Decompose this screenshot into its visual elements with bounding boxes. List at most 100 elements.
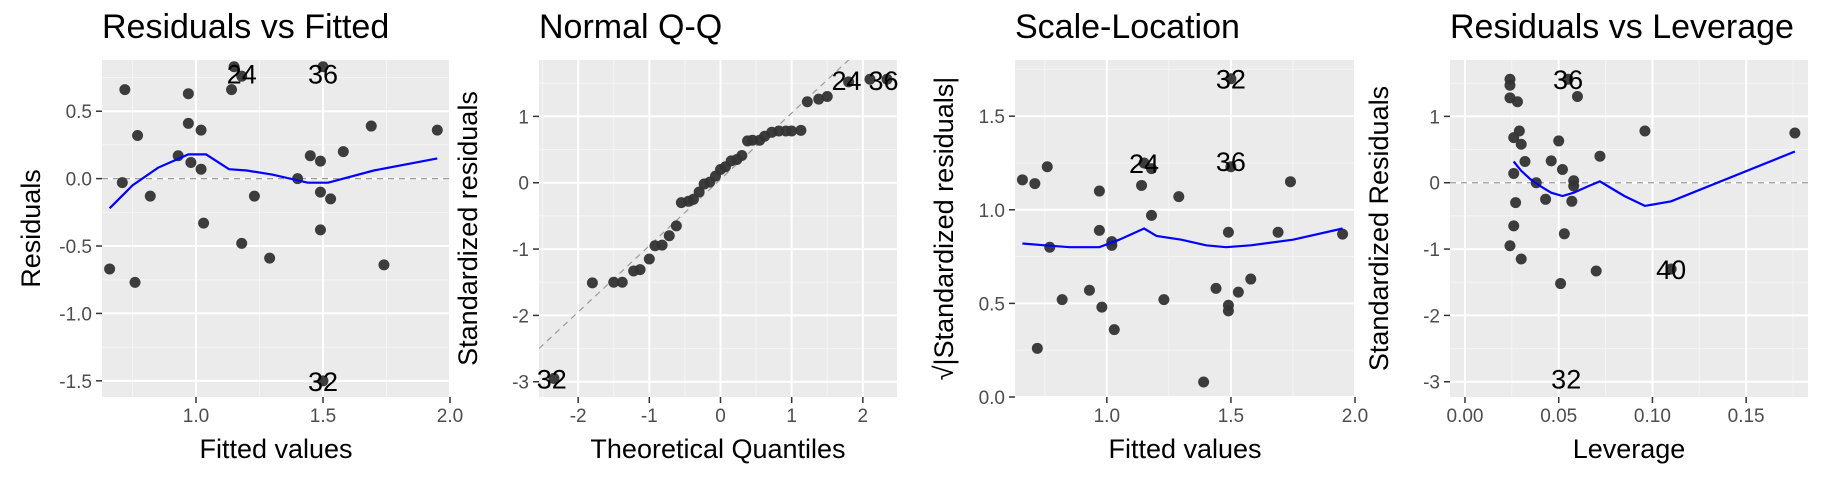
smooth-line xyxy=(108,153,438,210)
y-tick-label: -3 xyxy=(512,373,529,394)
y-tick-label: 1.5 xyxy=(979,107,1005,128)
panel-3: Scale-Location 32 24 36 1.0 1.5 2.0 0.0 0.5 1.0 1.… xyxy=(929,8,1368,464)
data-point xyxy=(1222,226,1234,238)
data-point xyxy=(670,220,682,232)
data-point xyxy=(1568,180,1580,192)
y-tick-label: -1.0 xyxy=(59,304,92,325)
y-tick-label: 0 xyxy=(1429,174,1440,195)
data-point xyxy=(813,93,825,105)
data-point xyxy=(1555,278,1567,290)
data-point xyxy=(1145,209,1157,221)
point-label: 24 xyxy=(831,66,861,96)
data-point xyxy=(1093,185,1105,197)
x-axis-label: Leverage xyxy=(1573,434,1686,464)
data-point xyxy=(314,155,326,167)
x-tick-label: 1 xyxy=(786,406,797,427)
data-point xyxy=(228,61,240,73)
data-point xyxy=(248,190,260,202)
data-point xyxy=(1145,163,1157,175)
data-point xyxy=(198,217,210,229)
y-tick-label: 0.5 xyxy=(979,294,1005,315)
y-tick-label: -1 xyxy=(512,240,529,261)
y-tick-label: -1 xyxy=(1423,240,1440,261)
data-point xyxy=(1083,284,1095,296)
data-point xyxy=(1093,224,1105,236)
point-label: 40 xyxy=(1656,255,1686,285)
data-point xyxy=(634,264,646,276)
y-tick-label: 0.0 xyxy=(66,170,92,191)
data-point xyxy=(1029,178,1041,190)
data-point xyxy=(643,253,655,265)
x-axis-label: Theoretical Quantiles xyxy=(590,434,845,464)
x-tick-label: -1 xyxy=(641,406,658,427)
data-point xyxy=(1510,197,1522,209)
point-label: 36 xyxy=(868,66,898,96)
x-tick-label: 2.0 xyxy=(437,406,463,427)
y-tick-label: 1 xyxy=(518,107,529,128)
data-point xyxy=(1515,138,1527,150)
data-point xyxy=(1284,176,1296,188)
point-label: 32 xyxy=(537,364,567,394)
data-point xyxy=(1232,286,1244,298)
data-point xyxy=(1041,161,1053,173)
plot-background xyxy=(1015,60,1355,397)
y-tick-label: -2 xyxy=(1423,306,1440,327)
data-point xyxy=(264,252,276,264)
point-label: 32 xyxy=(1551,364,1581,394)
data-point xyxy=(304,150,316,162)
data-point xyxy=(365,120,377,132)
data-point xyxy=(1198,376,1210,388)
data-point xyxy=(1504,240,1516,252)
reference-line xyxy=(539,60,850,350)
data-point xyxy=(1594,150,1606,162)
x-tick-label: 0 xyxy=(715,406,726,427)
data-point xyxy=(378,259,390,271)
data-point xyxy=(1504,79,1516,91)
data-point xyxy=(1108,324,1120,336)
data-point xyxy=(129,276,141,288)
plot-background xyxy=(102,60,450,397)
x-tick-label: 0.15 xyxy=(1728,406,1765,427)
minor-gridlines xyxy=(102,60,450,397)
panel-title: Normal Q-Q xyxy=(539,8,722,46)
x-tick-label: 1.5 xyxy=(310,406,336,427)
point-label: 24 xyxy=(227,59,257,89)
x-tick-label: 2 xyxy=(858,406,869,427)
data-point xyxy=(1789,127,1801,139)
y-tick-label: -3 xyxy=(1423,373,1440,394)
y-tick-label: -0.5 xyxy=(59,237,92,258)
data-point xyxy=(1016,174,1028,186)
x-tick-label: 1.0 xyxy=(1094,406,1120,427)
data-point xyxy=(337,146,349,158)
data-point xyxy=(1158,294,1170,306)
y-tick-label: -2 xyxy=(512,306,529,327)
data-point xyxy=(431,124,443,136)
data-point xyxy=(1513,125,1525,137)
data-point xyxy=(236,237,248,249)
data-point xyxy=(663,230,675,242)
data-point xyxy=(1508,220,1520,232)
data-point xyxy=(616,276,628,288)
data-point xyxy=(226,84,238,96)
y-tick-label: -1.5 xyxy=(59,372,92,393)
data-point xyxy=(195,124,207,136)
data-point xyxy=(1545,155,1557,167)
data-point xyxy=(185,156,197,168)
point-label: 36 xyxy=(308,59,338,89)
x-tick-label: 2.0 xyxy=(1342,406,1368,427)
data-point xyxy=(1558,228,1570,240)
data-point xyxy=(1566,195,1578,207)
data-point xyxy=(1519,155,1531,167)
data-point xyxy=(548,372,560,384)
plot-background xyxy=(1450,60,1808,397)
panel-1: Residuals vs Fitted 24 36 32 1.0 1.5 2.0 -1.5 -1… xyxy=(16,8,463,464)
data-point xyxy=(795,124,807,136)
data-point xyxy=(736,150,748,162)
data-point xyxy=(1225,161,1237,173)
data-point xyxy=(1571,90,1583,102)
data-point xyxy=(119,84,131,96)
data-point xyxy=(1553,135,1565,147)
data-point xyxy=(1508,167,1520,179)
data-point xyxy=(132,129,144,141)
